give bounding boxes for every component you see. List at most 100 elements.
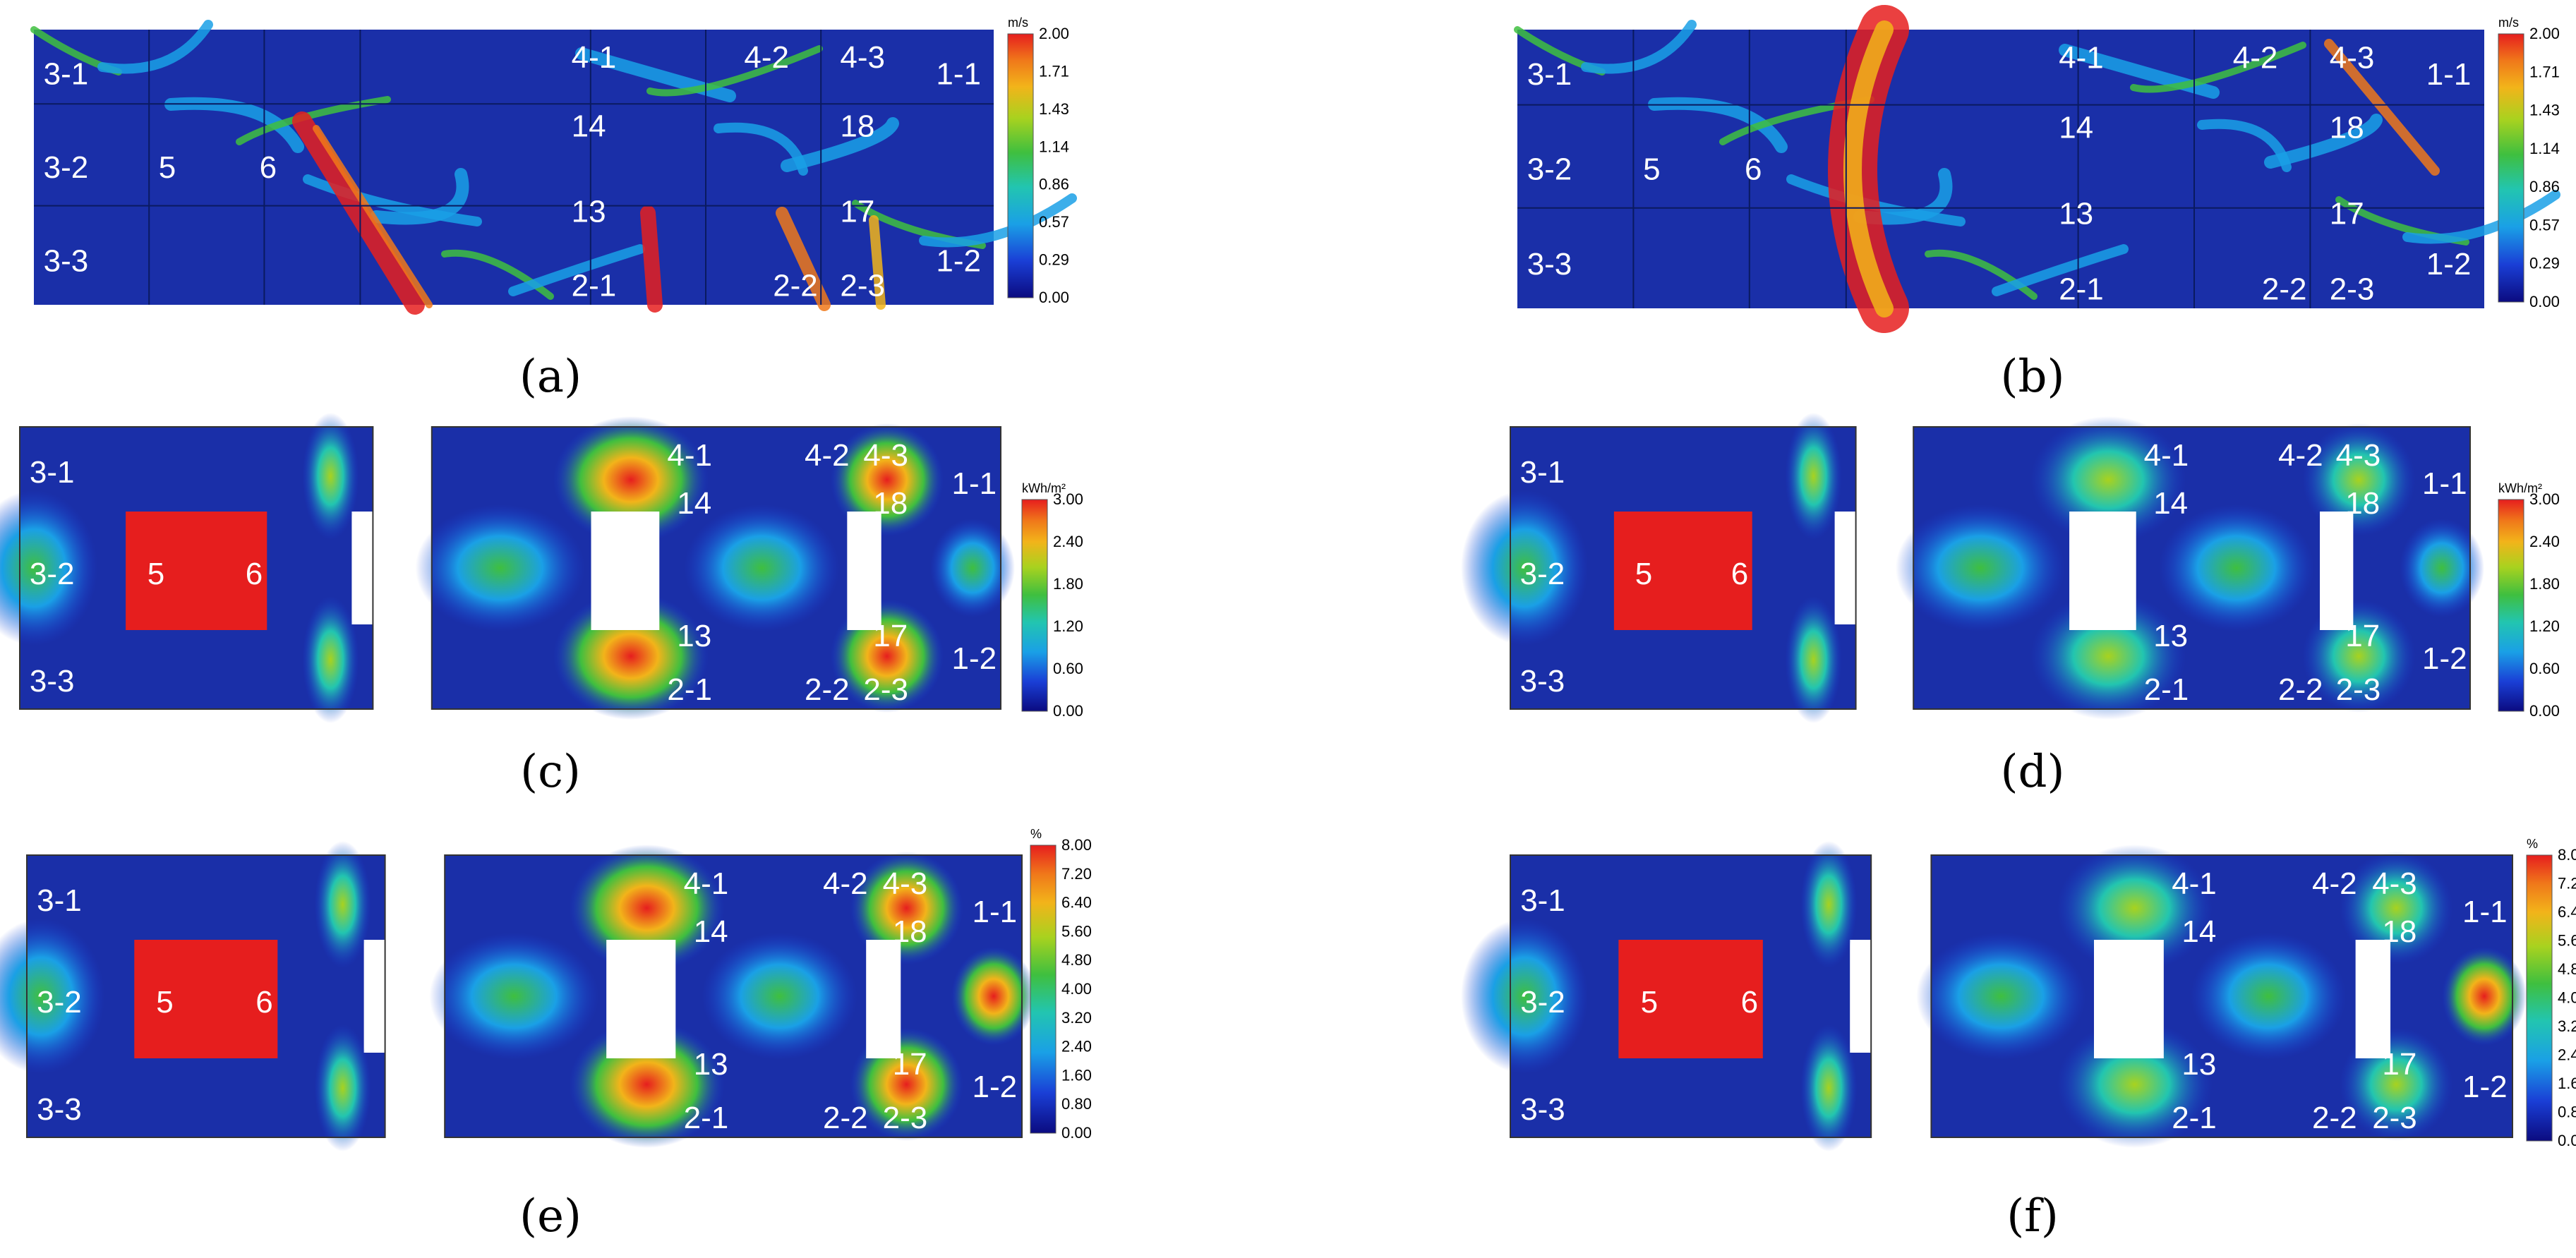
zone-label: 14 [2181,914,2216,949]
zone-label: 4-2 [2278,438,2323,473]
void [2355,940,2391,1058]
zone-label: 17 [2345,619,2380,653]
zone-label: 3-2 [1527,152,1572,187]
zone-label: 1-1 [2422,466,2467,501]
zone-label: 1-1 [2462,895,2508,929]
colorbar-unit: kWh/m² [1022,481,1066,495]
colorbar-tick: 7.20 [1061,865,1092,883]
colorbar-tick: 1.71 [2529,63,2560,80]
zone-label: 4-3 [883,866,928,901]
zone-label: 1-2 [936,244,981,279]
colorbar-tick: 1.80 [1053,575,1083,593]
zone-label: 1-2 [2462,1070,2508,1104]
zone-label: 18 [2330,110,2364,145]
zone-label: 3-1 [30,455,75,490]
panel-label: (f) [2006,1190,2059,1242]
panel-label: (e) [519,1190,582,1242]
flow-streak [919,193,1077,248]
zone-label: 4-1 [2144,438,2189,473]
zone-label: 13 [572,194,606,229]
zone-label: 1-2 [952,641,997,676]
heat-blob [429,933,599,1060]
colorbar-tick: 1.71 [1039,62,1069,80]
zone-label: 6 [1741,985,1758,1020]
colorbar-tick: 0.00 [1061,1124,1092,1142]
heat-blob [1461,919,1588,1074]
zone-label: 5 [1635,557,1652,591]
colorbar-tick: 0.29 [1039,251,1069,269]
zone-label: 13 [2153,619,2188,653]
colorbar-tick: 1.43 [1039,100,1069,118]
zone-label: 2-3 [883,1101,928,1135]
zone-label: 18 [2382,914,2416,949]
heat-blob [930,519,1015,617]
colorbar-tick: 1.14 [1039,138,1069,155]
colorbar-tick: 1.43 [2529,102,2560,119]
block-outline [431,426,1001,710]
colorbar-tick: 5.60 [2558,932,2576,950]
zone-label: 17 [2330,197,2364,231]
zone-label: 2-3 [2336,672,2381,707]
zone-label: 1-1 [936,56,981,91]
hot-block [126,512,267,630]
zone-label: 5 [159,150,176,185]
colorbar-tick: 2.40 [1061,1038,1092,1056]
colorbar-tick: 0.80 [1061,1095,1092,1113]
block-outline [1510,426,1857,710]
heat-blob [415,504,585,631]
zone-label: 6 [1731,557,1748,591]
zone-label: 2-1 [2059,272,2104,306]
flow-streak [2059,44,2220,99]
flow-streak [1648,97,1788,153]
flow-streak [646,45,823,97]
zone-label: 3-2 [30,557,75,591]
flow-streak [1581,20,1697,74]
flow-streak [575,47,736,102]
flow-streak [292,111,425,315]
zone-label: 4-1 [2059,41,2104,75]
zone-label: 3-2 [1520,985,1565,1020]
panel-f: 3-1 3-2 3-3 5 6 4-1 14 13 2-1 4-2 4-3 18 17 2-2 2-3 1-1… [1461,837,2576,1242]
zone-label: 2-2 [773,269,818,303]
void [1850,940,1872,1053]
void [351,512,373,624]
zone-label: 2-1 [2172,1101,2217,1135]
zone-label: 14 [2059,110,2093,145]
zone-label: 6 [1745,152,1762,187]
heat-blob [0,490,97,646]
zone-label: 2-1 [2144,672,2189,707]
colorbar-tick: 4.80 [2558,960,2576,978]
heat-blob [951,947,1036,1046]
colorbar-tick: 5.60 [1061,922,1092,940]
zone-label: 1-1 [952,466,997,501]
zone-label: 4-2 [2312,866,2357,901]
zone-label: 17 [2382,1047,2416,1082]
colorbar [1021,499,1048,712]
colorbar-tick: 1.60 [2558,1075,2576,1092]
void [591,512,660,630]
panel-label: (d) [2001,746,2065,798]
block-outline [19,426,374,710]
zone-label: 5 [1643,152,1660,187]
colorbar-tick: 3.00 [1053,490,1083,508]
flow-streak [640,205,663,313]
zone-label: 13 [2059,197,2093,231]
zone-label: 1-2 [2422,641,2467,676]
zone-label: 2-2 [805,672,850,707]
zone-label: 4-3 [2336,438,2381,473]
colorbar-tick: 0.00 [2529,293,2560,310]
zone-label: 3-2 [1520,557,1565,591]
colorbar-tick: 1.14 [2529,140,2560,157]
heat-blob [2442,947,2527,1046]
zone-label: 3-2 [37,985,82,1020]
colorbar-tick: 8.00 [2558,846,2576,864]
void [363,940,385,1053]
zone-label: 2-1 [572,269,617,303]
flow-streak [1843,20,1894,317]
heat-blob [2400,519,2484,617]
zone-label: 3-2 [44,150,89,185]
zone-label: 3-3 [1520,664,1565,698]
flow-streak [313,125,433,308]
zone-label: 3-3 [44,244,89,279]
